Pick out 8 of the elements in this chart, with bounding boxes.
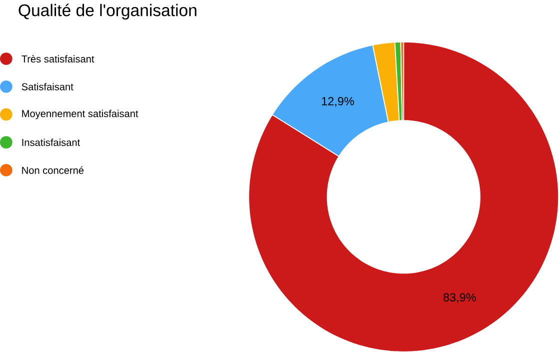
data-label: 12,9% [322,96,354,107]
legend-label: Très satisfaisant [22,54,94,62]
legend-label: Satisfaisant [22,82,74,90]
data-label: 83,9% [444,293,476,303]
legend-label: Moyennement satisfaisant [22,110,138,120]
legend-label: Insatisfaisant [22,138,80,146]
legend-label: Non concerné [22,166,84,174]
chart-title: Qualité de l'organisation [18,4,196,20]
